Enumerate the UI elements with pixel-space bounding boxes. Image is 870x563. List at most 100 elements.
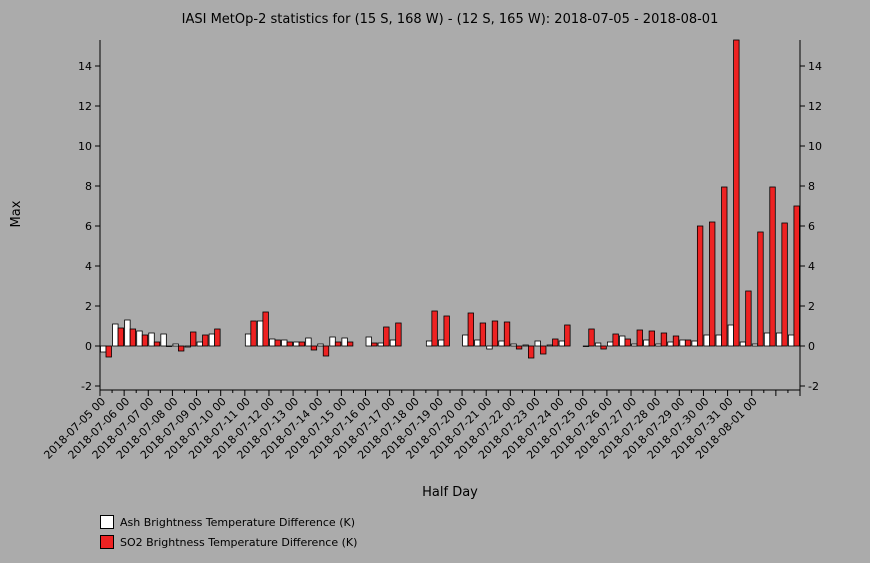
y-tick-label-left-7: 12 bbox=[78, 100, 92, 113]
y-tick-label-left-4: 6 bbox=[85, 220, 92, 233]
bar-ash-49 bbox=[691, 340, 698, 347]
bar-so2-14 bbox=[274, 339, 281, 347]
bar-so2-33 bbox=[503, 321, 511, 347]
bar-so2-50 bbox=[709, 221, 716, 347]
bar-so2-34 bbox=[515, 345, 523, 350]
y-tick-label-right-8: 14 bbox=[808, 60, 822, 73]
bar-ash-50 bbox=[703, 334, 710, 347]
y-tick-label-left-2: 2 bbox=[85, 300, 92, 313]
bar-so2-46 bbox=[660, 332, 668, 347]
bar-ash-51 bbox=[715, 334, 722, 347]
bar-so2-15 bbox=[286, 341, 293, 347]
bar-so2-41 bbox=[600, 345, 607, 350]
bar-ash-16 bbox=[293, 341, 300, 347]
bar-so2-3 bbox=[141, 334, 149, 347]
bar-so2-52 bbox=[733, 39, 740, 347]
bar-so2-55 bbox=[769, 186, 776, 347]
bar-ash-54 bbox=[751, 343, 759, 347]
bar-ash-55 bbox=[763, 332, 771, 347]
y-tick-label-right-3: 4 bbox=[808, 260, 815, 273]
bar-so2-9 bbox=[214, 328, 221, 347]
bar-ash-37 bbox=[546, 344, 553, 347]
bar-so2-51 bbox=[721, 186, 728, 347]
bar-so2-27 bbox=[431, 310, 438, 347]
y-tick-label-right-0: -2 bbox=[808, 380, 819, 393]
bar-ash-28 bbox=[438, 339, 445, 347]
bar-so2-35 bbox=[528, 345, 535, 359]
bar-so2-43 bbox=[624, 338, 631, 347]
legend: Ash Brightness Temperature Difference (K… bbox=[100, 512, 357, 552]
bar-so2-8 bbox=[202, 334, 209, 347]
bar-so2-54 bbox=[757, 231, 764, 347]
bar-so2-7 bbox=[190, 331, 197, 347]
y-tick-label-right-6: 10 bbox=[808, 140, 822, 153]
bar-ash-56 bbox=[775, 332, 783, 347]
bar-so2-20 bbox=[346, 341, 354, 347]
bar-so2-57 bbox=[793, 205, 800, 347]
bar-ash-19 bbox=[329, 336, 336, 347]
bar-so2-28 bbox=[443, 315, 450, 347]
bar-so2-48 bbox=[684, 339, 692, 347]
bar-so2-13 bbox=[262, 311, 269, 347]
bar-so2-19 bbox=[334, 341, 342, 347]
bar-ash-57 bbox=[788, 334, 795, 347]
bar-ash-41 bbox=[594, 342, 602, 347]
bar-ash-32 bbox=[486, 345, 493, 350]
bar-so2-40 bbox=[588, 328, 595, 347]
bar-ash-15 bbox=[281, 339, 288, 347]
bar-so2-42 bbox=[612, 333, 619, 347]
bar-ash-36 bbox=[534, 340, 541, 347]
bar-so2-4 bbox=[153, 341, 161, 347]
bar-ash-5 bbox=[160, 333, 167, 347]
bar-ash-47 bbox=[667, 341, 674, 347]
y-tick-label-left-0: -2 bbox=[81, 380, 92, 393]
bar-ash-12 bbox=[244, 333, 252, 347]
bar-ash-27 bbox=[425, 340, 433, 347]
bar-so2-31 bbox=[479, 322, 487, 347]
y-tick-label-left-5: 8 bbox=[85, 180, 92, 193]
bar-so2-49 bbox=[696, 225, 704, 347]
bar-ash-35 bbox=[522, 344, 529, 347]
y-tick-label-left-3: 4 bbox=[85, 260, 92, 273]
legend-swatch-ash bbox=[100, 515, 114, 529]
legend-item-so2: SO2 Brightness Temperature Difference (K… bbox=[100, 532, 357, 552]
bar-so2-1 bbox=[117, 327, 124, 347]
bar-so2-30 bbox=[467, 312, 474, 347]
bar-so2-23 bbox=[383, 326, 390, 347]
bar-so2-17 bbox=[310, 345, 318, 351]
bar-so2-24 bbox=[395, 322, 402, 347]
legend-label-ash: Ash Brightness Temperature Difference (K… bbox=[120, 515, 355, 529]
bar-ash-45 bbox=[643, 339, 650, 347]
bar-so2-47 bbox=[672, 335, 680, 347]
bar-ash-18 bbox=[317, 343, 324, 347]
bar-ash-23 bbox=[377, 342, 384, 347]
y-axis-label: Max bbox=[9, 200, 24, 227]
legend-label-so2: SO2 Brightness Temperature Difference (K… bbox=[120, 535, 358, 549]
bar-ash-34 bbox=[510, 343, 517, 347]
bar-ash-24 bbox=[389, 339, 397, 347]
bar-ash-9 bbox=[208, 333, 216, 347]
y-tick-label-right-4: 6 bbox=[808, 220, 815, 233]
bar-ash-52 bbox=[727, 324, 734, 347]
bar-so2-18 bbox=[322, 345, 330, 357]
y-tick-label-left-8: 14 bbox=[78, 60, 92, 73]
bar-so2-16 bbox=[298, 341, 306, 347]
bars-layer bbox=[100, 39, 800, 359]
bar-ash-31 bbox=[474, 339, 481, 347]
bar-ash-40 bbox=[582, 345, 590, 347]
bar-ash-0 bbox=[100, 345, 107, 353]
bar-so2-56 bbox=[781, 222, 788, 347]
bar-so2-36 bbox=[540, 345, 547, 355]
bar-ash-17 bbox=[305, 337, 312, 347]
bar-ash-22 bbox=[365, 336, 372, 347]
bar-ash-48 bbox=[679, 339, 686, 347]
bar-ash-1 bbox=[112, 323, 119, 347]
bar-so2-44 bbox=[636, 329, 643, 347]
bar-ash-44 bbox=[631, 343, 638, 347]
bar-so2-12 bbox=[250, 320, 257, 347]
bar-ash-30 bbox=[462, 334, 469, 347]
bar-ash-13 bbox=[256, 320, 264, 347]
legend-swatch-so2 bbox=[100, 535, 114, 549]
bar-ash-33 bbox=[498, 340, 505, 347]
